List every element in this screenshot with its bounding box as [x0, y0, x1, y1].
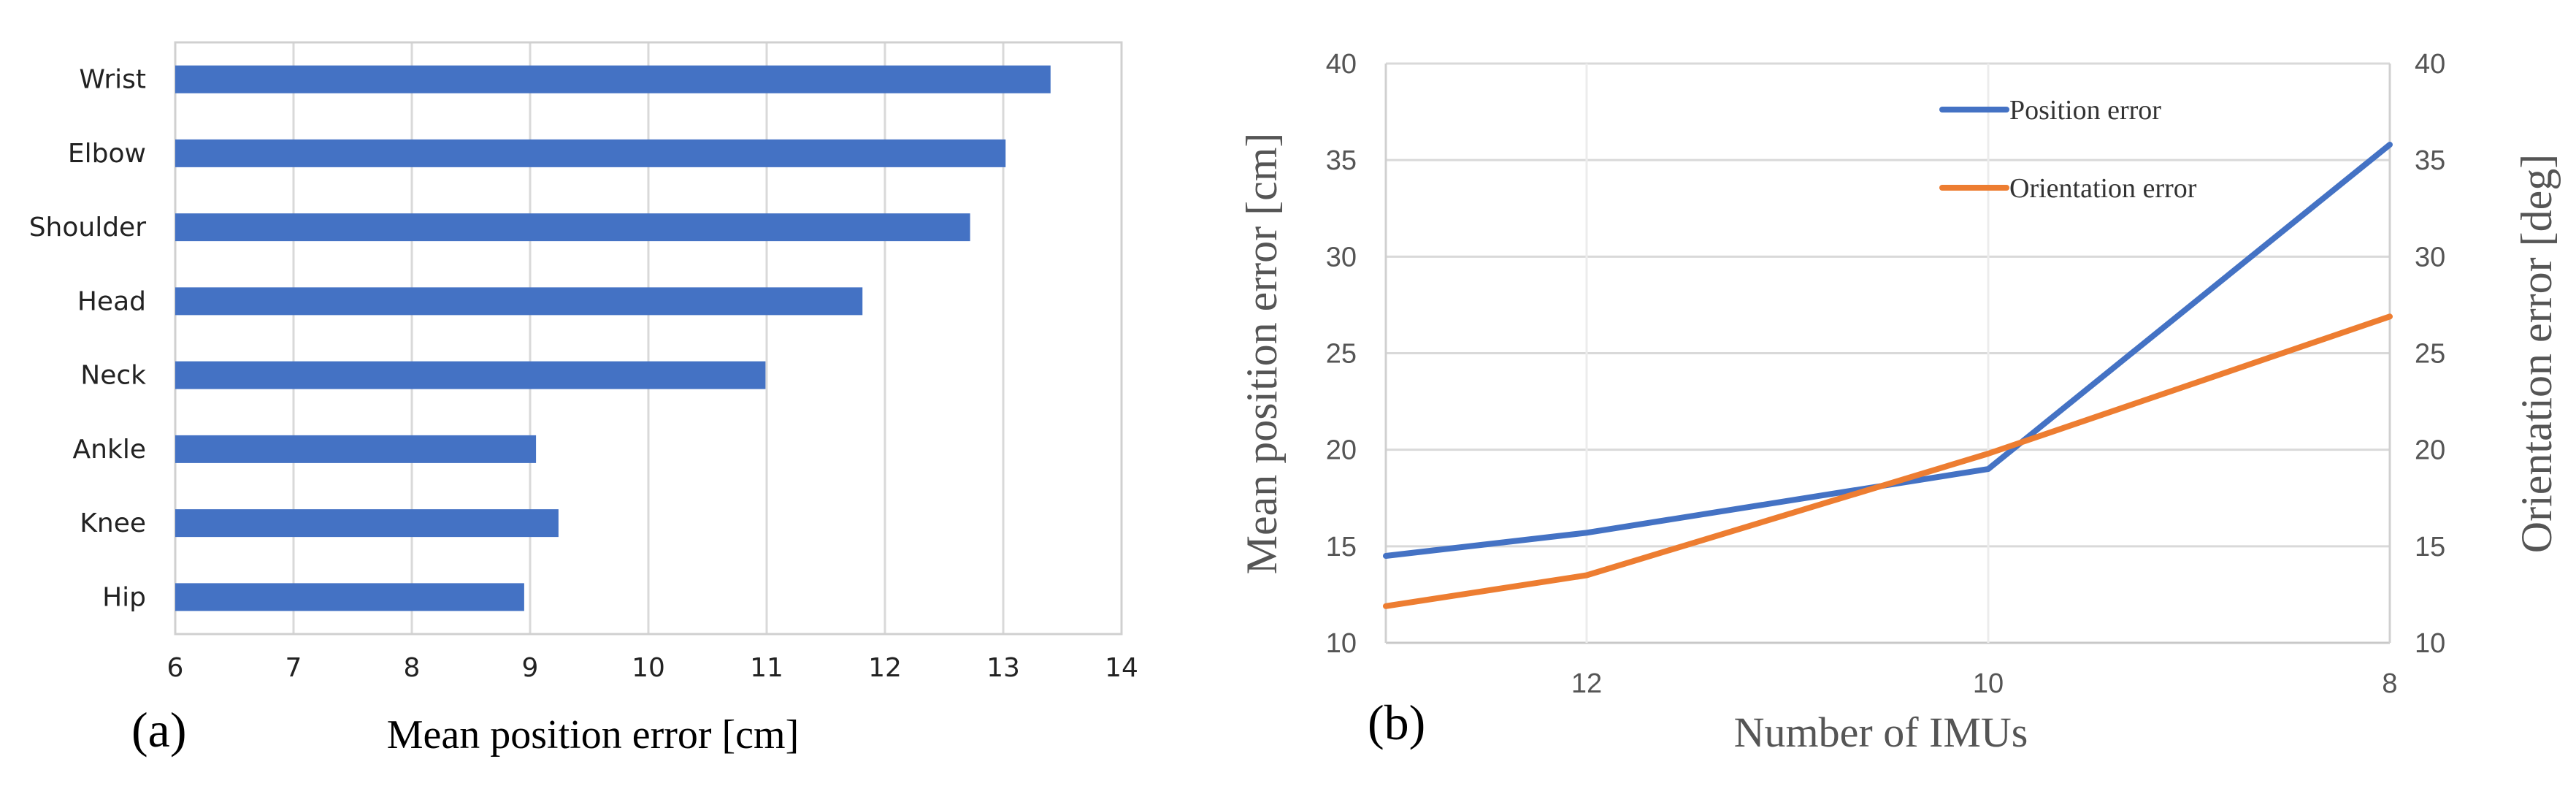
chart-a-x-tick-labels: 6 7 8 9 10 11 12 13 14: [167, 653, 1138, 683]
chart-a-x-axis-label: Mean position error [cm]: [387, 712, 799, 758]
chart-b-right-y-axis-label: Orientation error [deg]: [2512, 154, 2561, 553]
chart-b-right-y-tick-labels: 10 15 20 25 30 35 40: [2415, 49, 2445, 659]
chart-a-x-tick-9: 9: [522, 653, 539, 683]
chart-b-right-y-tick-20: 20: [2415, 435, 2445, 466]
chart-a-y-tick-shoulder: Shoulder: [29, 213, 147, 243]
chart-b-legend-label-position-error: Position error: [2009, 95, 2161, 126]
chart-b-left-y-axis-label: Mean position error [cm]: [1238, 133, 1286, 575]
chart-a-y-tick-head: Head: [77, 286, 146, 316]
chart-b-left-y-tick-25: 25: [1326, 339, 1357, 370]
chart-b-line-position-error: [1383, 142, 2393, 559]
chart-a-bar-hip: [175, 583, 524, 611]
chart-a-bar-chart: 6 7 8 9 10 11 12 13 14 Wrist Elbow Shoulder Head Nec…: [29, 41, 1138, 758]
chart-a-y-tick-wrist: Wrist: [79, 65, 146, 95]
chart-a-y-tick-knee: Knee: [80, 508, 146, 538]
chart-a-bar-head: [175, 287, 863, 316]
chart-a-x-tick-12: 12: [868, 653, 902, 683]
chart-b-left-y-tick-10: 10: [1326, 628, 1357, 659]
chart-b-gridlines: [1386, 62, 2391, 644]
chart-b-right-y-tick-30: 30: [2415, 242, 2445, 272]
chart-b-panel-label: (b): [1368, 695, 1425, 750]
chart-a-bar-neck: [175, 361, 766, 389]
chart-b-legend-label-orientation-error: Orientation error: [2009, 173, 2197, 204]
chart-b-line-orientation-error: [1383, 313, 2393, 609]
chart-a-bar-wrist: [175, 65, 1051, 94]
chart-b-series-lines: [1383, 142, 2393, 609]
chart-b-left-y-tick-35: 35: [1326, 145, 1357, 176]
chart-a-x-tick-13: 13: [986, 653, 1020, 683]
chart-b-right-y-tick-25: 25: [2415, 339, 2445, 370]
chart-a-bars: [175, 65, 1051, 611]
chart-b-x-tick-labels: 12 10 8: [1571, 668, 2398, 699]
chart-a-y-tick-ankle: Ankle: [73, 435, 146, 465]
chart-a-panel-label: (a): [131, 702, 186, 758]
chart-a-x-tick-11: 11: [750, 653, 783, 683]
chart-a-x-tick-6: 6: [167, 653, 184, 683]
chart-a-x-tick-7: 7: [285, 653, 302, 683]
chart-b-right-y-tick-40: 40: [2415, 49, 2445, 80]
chart-b-x-tick-8: 8: [2382, 668, 2397, 699]
chart-b-x-axis-label: Number of IMUs: [1734, 709, 2028, 756]
chart-a-plot-frame: [174, 41, 1123, 636]
chart-b-right-y-tick-35: 35: [2415, 145, 2445, 176]
chart-b-left-y-tick-15: 15: [1326, 532, 1357, 562]
chart-b-left-y-tick-30: 30: [1326, 242, 1357, 272]
chart-a-bar-ankle: [175, 435, 537, 463]
chart-a-bar-shoulder: [175, 213, 970, 242]
chart-a-gridlines: [174, 42, 1123, 634]
chart-a-y-tick-hip: Hip: [102, 582, 146, 612]
chart-b-legend: Position error Orientation error: [1939, 95, 2197, 204]
chart-b-left-y-tick-40: 40: [1326, 49, 1357, 80]
chart-a-bar-elbow: [175, 139, 1006, 167]
chart-b-x-tick-12: 12: [1571, 668, 1602, 699]
chart-a-x-tick-10: 10: [632, 653, 665, 683]
chart-b-right-y-tick-10: 10: [2415, 628, 2445, 659]
chart-b-left-y-tick-labels: 10 15 20 25 30 35 40: [1326, 49, 1357, 659]
chart-a-y-tick-labels: Wrist Elbow Shoulder Head Neck Ankle Knee Hip: [29, 65, 147, 613]
chart-a-y-tick-elbow: Elbow: [68, 139, 146, 169]
chart-b-left-y-tick-20: 20: [1326, 435, 1357, 466]
chart-a-bar-knee: [175, 509, 559, 538]
chart-b-right-y-tick-15: 15: [2415, 532, 2445, 562]
chart-a-x-tick-8: 8: [404, 653, 421, 683]
chart-b-x-tick-10: 10: [1973, 668, 2004, 699]
chart-a-y-tick-neck: Neck: [80, 361, 146, 391]
chart-b-line-chart: 10 15 20 25 30 35 40 10 15 20 25 30 35 40 12 10 8 Posi…: [1238, 49, 2561, 756]
chart-a-x-tick-14: 14: [1105, 653, 1138, 683]
